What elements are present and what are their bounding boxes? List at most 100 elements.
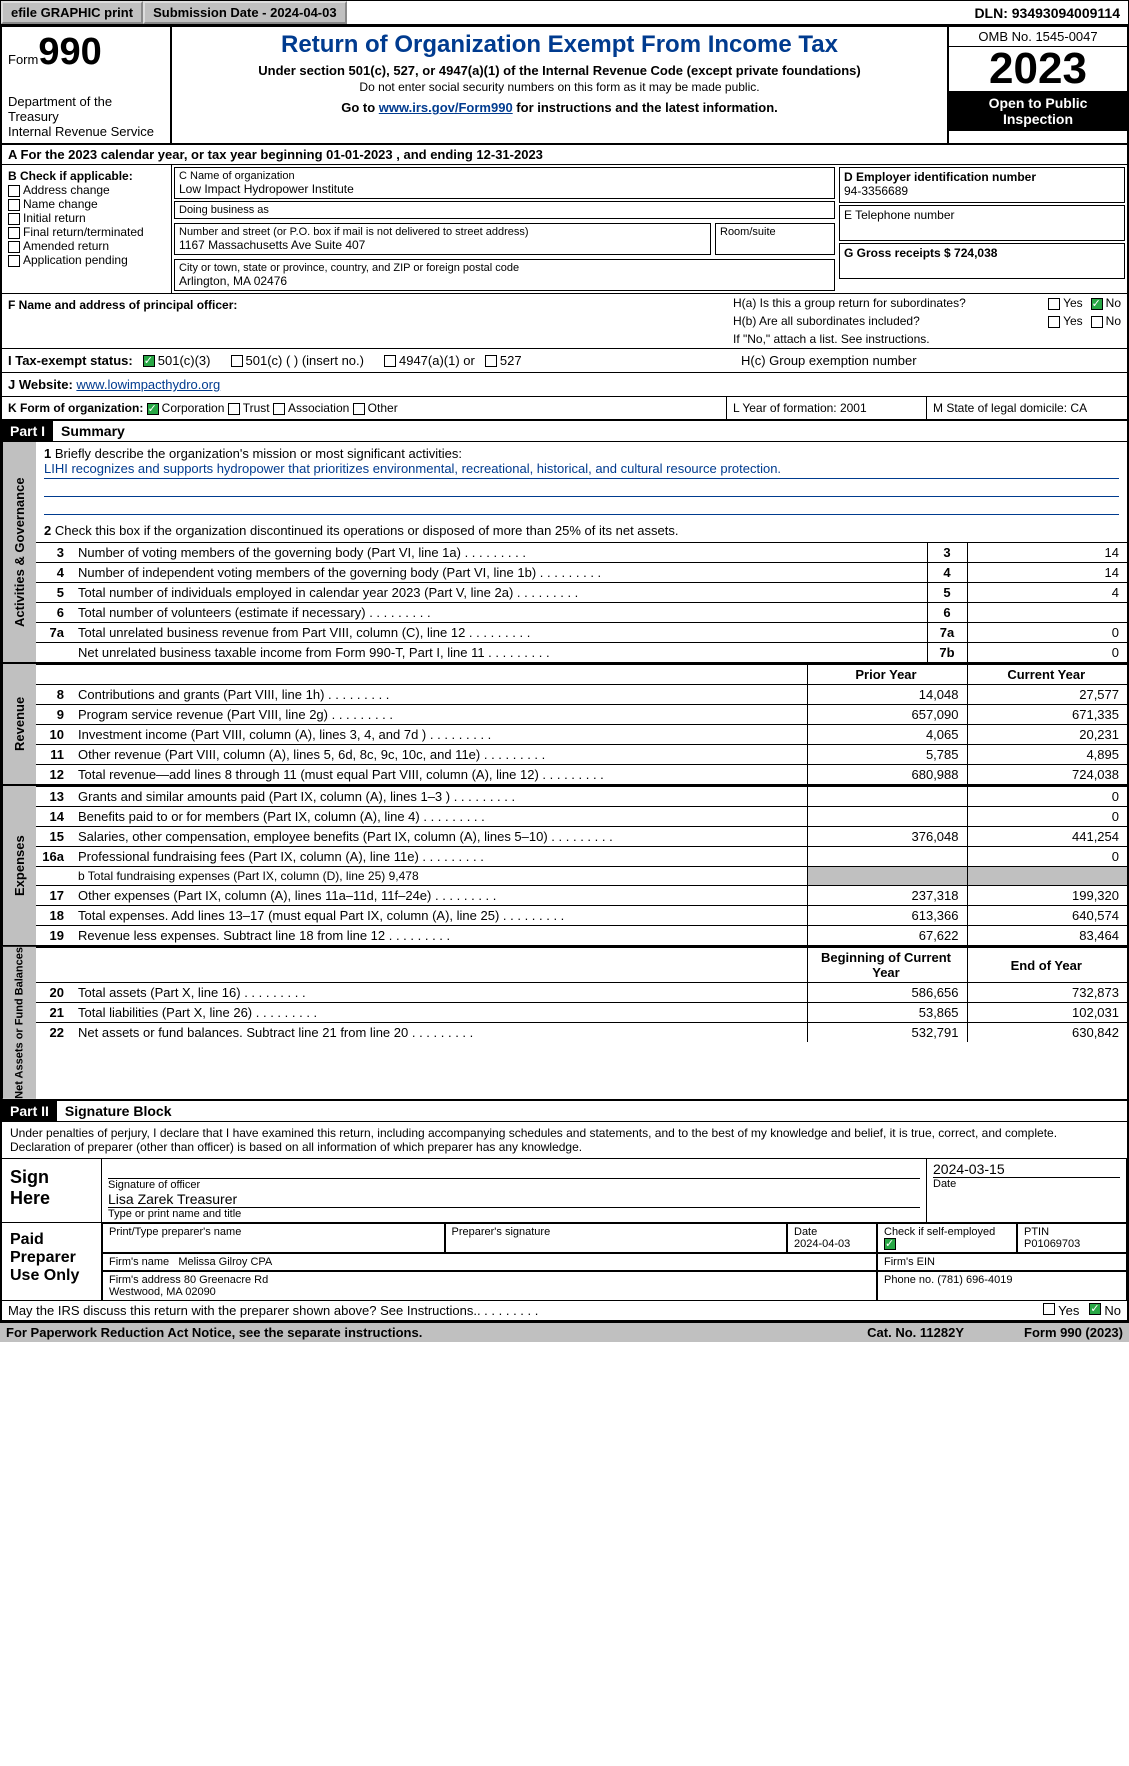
officer-label: F Name and address of principal officer: bbox=[8, 298, 237, 312]
chk-self-employed[interactable] bbox=[884, 1238, 896, 1250]
column-c: C Name of organization Low Impact Hydrop… bbox=[172, 165, 837, 293]
ptin: P01069703 bbox=[1024, 1238, 1080, 1250]
firm-ein-label: Firm's EIN bbox=[877, 1253, 1127, 1270]
form-org-label: K Form of organization: bbox=[8, 401, 143, 415]
officer-name: Lisa Zarek Treasurer bbox=[108, 1191, 920, 1207]
date-label: Date bbox=[933, 1177, 1120, 1190]
prep-sig-label: Preparer's signature bbox=[445, 1223, 788, 1252]
chk-501c[interactable] bbox=[231, 355, 243, 367]
ha-no[interactable]: No bbox=[1091, 296, 1121, 310]
type-name-label: Type or print name and title bbox=[108, 1207, 920, 1220]
chk-initial: Initial return bbox=[8, 211, 165, 225]
mission-text: LIHI recognizes and supports hydropower … bbox=[44, 461, 1119, 479]
ha-label: H(a) Is this a group return for subordin… bbox=[733, 296, 1040, 310]
part1-header: Part I bbox=[2, 421, 53, 441]
chk-other[interactable] bbox=[353, 403, 365, 415]
side-expenses: Expenses bbox=[2, 786, 36, 945]
form-title: Return of Organization Exempt From Incom… bbox=[176, 31, 943, 59]
column-b: B Check if applicable: Address change Na… bbox=[2, 165, 172, 293]
header-right: OMB No. 1545-0047 2023 Open to Public In… bbox=[947, 27, 1127, 143]
hb-no[interactable]: No bbox=[1091, 314, 1121, 328]
department: Department of the Treasury Internal Reve… bbox=[8, 94, 164, 139]
part2-header: Part II bbox=[2, 1101, 57, 1121]
revenue-table: Prior YearCurrent Year 8Contributions an… bbox=[36, 664, 1127, 784]
header-left: Form990 Department of the Treasury Inter… bbox=[2, 27, 172, 143]
chk-assoc[interactable] bbox=[273, 403, 285, 415]
sig-officer-label: Signature of officer bbox=[108, 1179, 920, 1191]
col-b-header: B Check if applicable: bbox=[8, 169, 165, 183]
cat-no: Cat. No. 11282Y bbox=[867, 1325, 964, 1340]
website-label: J Website: bbox=[8, 377, 73, 392]
governance-table: 3Number of voting members of the governi… bbox=[36, 542, 1127, 662]
hb-note: If "No," attach a list. See instructions… bbox=[733, 332, 930, 346]
discuss-no[interactable] bbox=[1089, 1303, 1101, 1315]
chk-address: Address change bbox=[8, 183, 165, 197]
efile-button[interactable]: efile GRAPHIC print bbox=[1, 1, 143, 24]
open-to-public: Open to Public Inspection bbox=[949, 91, 1127, 131]
org-name-label: C Name of organization bbox=[179, 170, 830, 182]
chk-corp[interactable] bbox=[147, 403, 159, 415]
dba-label: Doing business as bbox=[179, 204, 830, 216]
firm-name: Melissa Gilroy CPA bbox=[178, 1256, 272, 1268]
line2: Check this box if the organization disco… bbox=[55, 523, 679, 538]
city-label: City or town, state or province, country… bbox=[179, 262, 830, 274]
website-link[interactable]: www.lowimpacthydro.org bbox=[76, 377, 220, 392]
chk-pending: Application pending bbox=[8, 253, 165, 267]
line1-label: Briefly describe the organization's miss… bbox=[55, 446, 462, 461]
tax-status-label: I Tax-exempt status: bbox=[8, 353, 133, 368]
form-990: Form990 Department of the Treasury Inter… bbox=[0, 25, 1129, 1322]
discuss-yes[interactable] bbox=[1043, 1303, 1055, 1315]
hb-yes[interactable]: Yes bbox=[1048, 314, 1083, 328]
tax-year: 2023 bbox=[949, 47, 1127, 91]
section-a: A For the 2023 calendar year, or tax yea… bbox=[2, 145, 1127, 165]
column-de: D Employer identification number 94-3356… bbox=[837, 165, 1127, 293]
state-domicile: M State of legal domicile: CA bbox=[927, 397, 1127, 419]
chk-final: Final return/terminated bbox=[8, 225, 165, 239]
side-revenue: Revenue bbox=[2, 664, 36, 784]
sign-here: Sign Here bbox=[2, 1159, 102, 1222]
subtitle: Under section 501(c), 527, or 4947(a)(1)… bbox=[176, 63, 943, 78]
ein: 94-3356689 bbox=[844, 184, 1120, 198]
chk-527[interactable] bbox=[485, 355, 497, 367]
room-label: Room/suite bbox=[720, 226, 830, 238]
hc-label: H(c) Group exemption number bbox=[741, 353, 1121, 368]
dln: DLN: 93493094009114 bbox=[974, 5, 1128, 21]
year-formation: L Year of formation: 2001 bbox=[727, 397, 927, 419]
irs-link[interactable]: www.irs.gov/Form990 bbox=[379, 100, 513, 115]
top-bar: efile GRAPHIC print Submission Date - 20… bbox=[0, 0, 1129, 25]
discuss-label: May the IRS discuss this return with the… bbox=[8, 1303, 477, 1318]
form-number: 990 bbox=[38, 31, 101, 73]
city: Arlington, MA 02476 bbox=[179, 274, 830, 288]
net-assets-table: Beginning of Current YearEnd of Year 20T… bbox=[36, 947, 1127, 1042]
chk-4947[interactable] bbox=[384, 355, 396, 367]
sign-date: 2024-03-15 bbox=[933, 1161, 1120, 1177]
chk-trust[interactable] bbox=[228, 403, 240, 415]
firm-phone: Phone no. (781) 696-4019 bbox=[877, 1271, 1127, 1300]
header-mid: Return of Organization Exempt From Incom… bbox=[172, 27, 947, 143]
form-label: Form bbox=[8, 52, 38, 67]
prep-name-label: Print/Type preparer's name bbox=[102, 1223, 445, 1252]
goto-line: Go to www.irs.gov/Form990 for instructio… bbox=[176, 100, 943, 115]
gross-receipts: G Gross receipts $ 724,038 bbox=[844, 246, 1120, 260]
org-name: Low Impact Hydropower Institute bbox=[179, 182, 830, 196]
ein-label: D Employer identification number bbox=[844, 170, 1120, 184]
chk-501c3[interactable] bbox=[143, 355, 155, 367]
subtitle2: Do not enter social security numbers on … bbox=[176, 80, 943, 94]
ha-yes[interactable]: Yes bbox=[1048, 296, 1083, 310]
part1-title: Summary bbox=[53, 421, 133, 441]
street: 1167 Massachusetts Ave Suite 407 bbox=[179, 238, 706, 252]
side-net: Net Assets or Fund Balances bbox=[2, 947, 36, 1099]
hb-label: H(b) Are all subordinates included? bbox=[733, 314, 1040, 328]
line16b: b Total fundraising expenses (Part IX, c… bbox=[72, 867, 807, 886]
side-governance: Activities & Governance bbox=[2, 442, 36, 662]
chk-amended: Amended return bbox=[8, 239, 165, 253]
tel-label: E Telephone number bbox=[844, 208, 1120, 222]
footer-note: For Paperwork Reduction Act Notice, see … bbox=[0, 1322, 1129, 1342]
expenses-table: 13Grants and similar amounts paid (Part … bbox=[36, 786, 1127, 945]
chk-name: Name change bbox=[8, 197, 165, 211]
submission-date: Submission Date - 2024-04-03 bbox=[143, 1, 347, 24]
declaration: Under penalties of perjury, I declare th… bbox=[2, 1122, 1127, 1158]
paid-preparer: Paid Preparer Use Only bbox=[2, 1223, 102, 1300]
street-label: Number and street (or P.O. box if mail i… bbox=[179, 226, 706, 238]
prep-date: 2024-04-03 bbox=[794, 1238, 850, 1250]
